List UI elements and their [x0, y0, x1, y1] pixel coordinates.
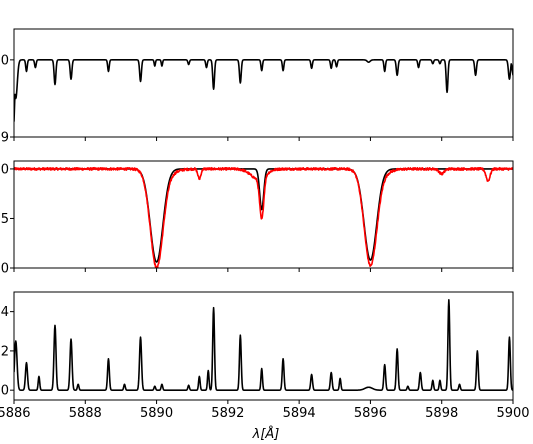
series-group-top — [14, 59, 513, 122]
y-tick-label-bottom-2: 4 — [1, 305, 9, 320]
y-tick-label-top-1: 1.0 — [0, 53, 9, 68]
series-line-top-0 — [14, 59, 513, 122]
x-tick-label-6: 5898 — [425, 406, 458, 421]
x-tick-label-7: 5900 — [496, 406, 529, 421]
y-tick-label-middle-1: .5 — [0, 212, 9, 227]
axes-frame-bottom — [13, 291, 514, 401]
y-tick-label-bottom-1: 2 — [1, 344, 9, 359]
series-group-bottom — [14, 299, 513, 391]
panel-top: .9 1.0 — [0, 28, 514, 146]
x-tick-label-3: 5892 — [211, 406, 244, 421]
panel-bottom: 0 2 4 5886 5888 5890 5892 5894 5896 5898 5900 — [0, 291, 530, 421]
series-line-middle-1 — [14, 168, 513, 263]
x-tick-label-0: 5886 — [0, 406, 31, 421]
y-tick-label-middle-0: 1.0 — [0, 262, 9, 277]
axes-frame-top — [13, 28, 514, 138]
panel-middle: 1.0 .5 .0 — [0, 160, 514, 277]
x-tick-label-4: 5894 — [283, 406, 316, 421]
x-tick-label-5: 5896 — [354, 406, 387, 421]
series-line-middle-0 — [14, 166, 513, 268]
axes-frame-middle — [13, 160, 514, 269]
series-group-middle — [14, 166, 513, 268]
y-tick-label-top-0: .9 — [0, 131, 9, 146]
x-tick-label-2: 5890 — [140, 406, 173, 421]
series-line-bottom-0 — [14, 299, 513, 391]
y-tick-label-bottom-0: 0 — [1, 384, 9, 399]
y-tick-label-middle-2: .0 — [0, 162, 9, 177]
x-axis-label: λ[Å] — [252, 426, 280, 442]
x-tick-label-1: 5888 — [69, 406, 102, 421]
